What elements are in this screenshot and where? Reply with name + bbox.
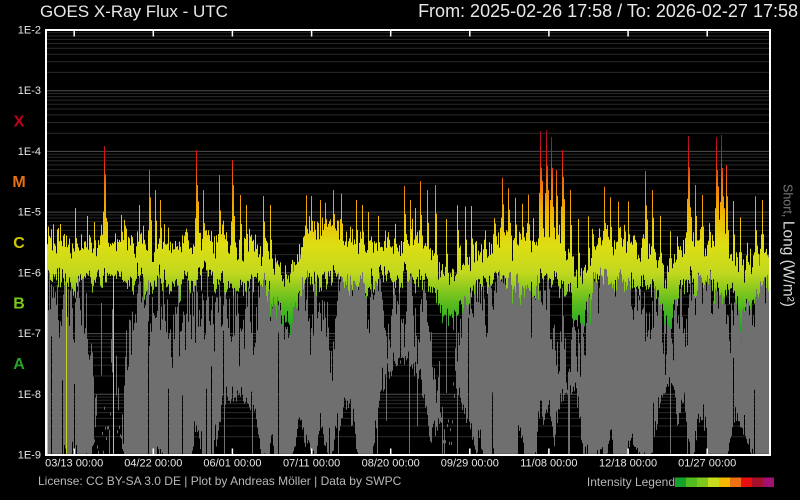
svg-text:1E-2: 1E-2: [18, 25, 41, 37]
svg-text:C: C: [13, 235, 25, 252]
svg-text:03/13 00:00: 03/13 00:00: [45, 458, 103, 470]
svg-text:B: B: [13, 296, 25, 313]
svg-text:12/18 00:00: 12/18 00:00: [599, 458, 657, 470]
svg-text:X: X: [14, 113, 25, 130]
svg-text:1E-6: 1E-6: [18, 267, 41, 279]
svg-text:11/08 00:00: 11/08 00:00: [520, 458, 577, 470]
svg-text:1E-7: 1E-7: [18, 328, 41, 340]
svg-text:GOES X-Ray Flux - UTC: GOES X-Ray Flux - UTC: [40, 2, 228, 21]
svg-text:From: 2025-02-26 17:58 / To: 2: From: 2025-02-26 17:58 / To: 2026-02-27 …: [418, 1, 798, 21]
svg-text:01/27 00:00: 01/27 00:00: [678, 458, 736, 470]
svg-text:1E-3: 1E-3: [18, 85, 41, 97]
svg-text:A: A: [13, 356, 25, 373]
svg-text:08/20 00:00: 08/20 00:00: [362, 458, 420, 470]
svg-text:1E-9: 1E-9: [18, 450, 41, 462]
svg-text:M: M: [12, 174, 25, 191]
svg-text:Intensity Legend: Intensity Legend: [587, 475, 675, 489]
svg-text:09/29 00:00: 09/29 00:00: [441, 458, 499, 470]
svg-text:04/22 00:00: 04/22 00:00: [124, 458, 182, 470]
svg-text:06/01 00:00: 06/01 00:00: [203, 458, 261, 470]
svg-text:1E-8: 1E-8: [18, 389, 41, 401]
svg-text:Short, Long (W/m²): Short, Long (W/m²): [780, 184, 797, 307]
svg-text:License: CC BY-SA 3.0 DE | Plo: License: CC BY-SA 3.0 DE | Plot by Andre…: [38, 474, 402, 488]
svg-text:07/11 00:00: 07/11 00:00: [283, 458, 340, 470]
svg-text:1E-5: 1E-5: [18, 207, 41, 219]
svg-text:1E-4: 1E-4: [18, 146, 41, 158]
